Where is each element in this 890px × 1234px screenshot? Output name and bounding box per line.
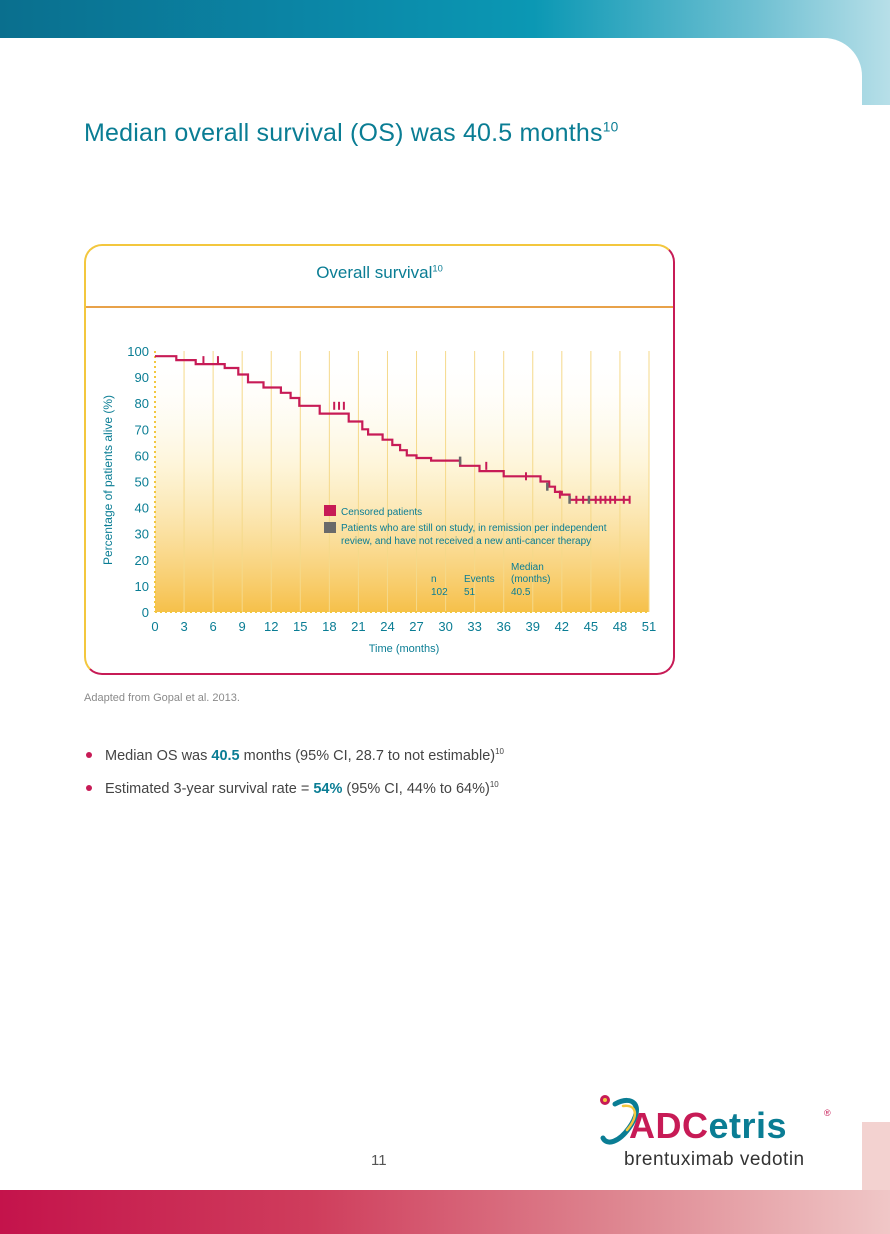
x-tick-label: 24	[380, 619, 394, 634]
legend-ongoing-swatch	[324, 522, 336, 533]
y-tick-label: 50	[135, 475, 149, 490]
x-tick-label: 0	[151, 619, 158, 634]
corner-accent	[862, 1122, 890, 1190]
y-axis-title: Percentage of patients alive (%)	[101, 395, 115, 565]
x-tick-label: 33	[467, 619, 481, 634]
x-tick-label: 39	[526, 619, 540, 634]
x-tick-label: 48	[613, 619, 627, 634]
stats-header-events: Events	[464, 574, 495, 585]
bullet-dot-icon	[86, 785, 92, 792]
stats-value-events: 51	[464, 587, 476, 598]
stats-header-median: Median	[511, 562, 544, 573]
finding-median-os: Median OS was 40.5 months (95% CI, 28.7 …	[86, 748, 504, 763]
x-tick-label: 18	[322, 619, 336, 634]
chart-title-reference: 10	[432, 263, 443, 274]
plot-area-fill	[155, 351, 649, 612]
title-reference: 10	[602, 119, 619, 135]
x-tick-label: 42	[555, 619, 569, 634]
logo-wordmark: ADCetris	[629, 1105, 788, 1146]
median-os-value: 40.5	[211, 747, 240, 764]
chart-title: Overall survival10	[316, 263, 443, 282]
stats-header-median-unit: (months)	[511, 574, 550, 585]
x-tick-label: 21	[351, 619, 365, 634]
finding-3yr-survival: Estimated 3-year survival rate = 54% (95…	[86, 781, 504, 796]
x-tick-label: 9	[239, 619, 246, 634]
y-tick-label: 90	[135, 370, 149, 385]
chart-header: Overall survival10	[86, 246, 673, 308]
legend-censored-swatch	[324, 505, 336, 516]
x-tick-label: 6	[210, 619, 217, 634]
y-tick-label: 30	[135, 527, 149, 542]
adcetris-logo: ADCetris ® brentuximab vedotin	[593, 1086, 833, 1176]
finding-reference: 10	[489, 780, 499, 790]
y-tick-label: 70	[135, 422, 149, 437]
survival-rate-value: 54%	[313, 781, 343, 798]
y-tick-label: 0	[142, 605, 149, 620]
x-tick-label: 45	[584, 619, 598, 634]
stats-value-n: 102	[431, 587, 448, 598]
x-axis-title: Time (months)	[369, 643, 440, 655]
survival-curve	[155, 355, 630, 501]
legend-ongoing-label-2: review, and have not received a new anti…	[341, 536, 591, 547]
logo-generic-name: brentuximab vedotin	[624, 1149, 805, 1170]
stats-value-median: 40.5	[511, 587, 531, 598]
overall-survival-chart: Overall survival10 0 3 6 9 12 15 18 21 24 27 30 33 3…	[84, 244, 675, 675]
x-tick-label: 3	[180, 619, 187, 634]
y-tick-label: 40	[135, 501, 149, 516]
source-note: Adapted from Gopal et al. 2013.	[84, 692, 240, 704]
logo-swirl-icon	[600, 1095, 639, 1145]
y-tick-label: 60	[135, 448, 149, 463]
registered-mark: ®	[824, 1108, 831, 1118]
y-tick-label: 10	[135, 579, 149, 594]
y-tick-label: 20	[135, 553, 149, 568]
x-tick-label: 12	[264, 619, 278, 634]
page-title: Median overall survival (OS) was 40.5 mo…	[84, 119, 619, 147]
x-tick-label: 30	[438, 619, 452, 634]
bullet-dot-icon	[86, 752, 92, 758]
y-tick-label: 80	[135, 396, 149, 411]
bottom-banner	[0, 1190, 890, 1234]
page-number: 11	[371, 1152, 387, 1169]
finding-reference: 10	[495, 747, 504, 756]
x-tick-label: 51	[642, 619, 656, 634]
x-tick-label: 36	[496, 619, 510, 634]
x-tick-label: 15	[293, 619, 307, 634]
y-tick-label: 100	[127, 344, 149, 359]
x-tick-label: 27	[409, 619, 423, 634]
key-findings-list: Median OS was 40.5 months (95% CI, 28.7 …	[86, 748, 504, 815]
stats-header-n: n	[431, 574, 437, 585]
legend-ongoing-label-1: Patients who are still on study, in remi…	[341, 523, 607, 534]
legend-censored-label: Censored patients	[341, 507, 422, 518]
survival-plot: 0 3 6 9 12 15 18 21 24 27 30 33 36 39 42 45 48 5101020304…	[101, 344, 656, 655]
